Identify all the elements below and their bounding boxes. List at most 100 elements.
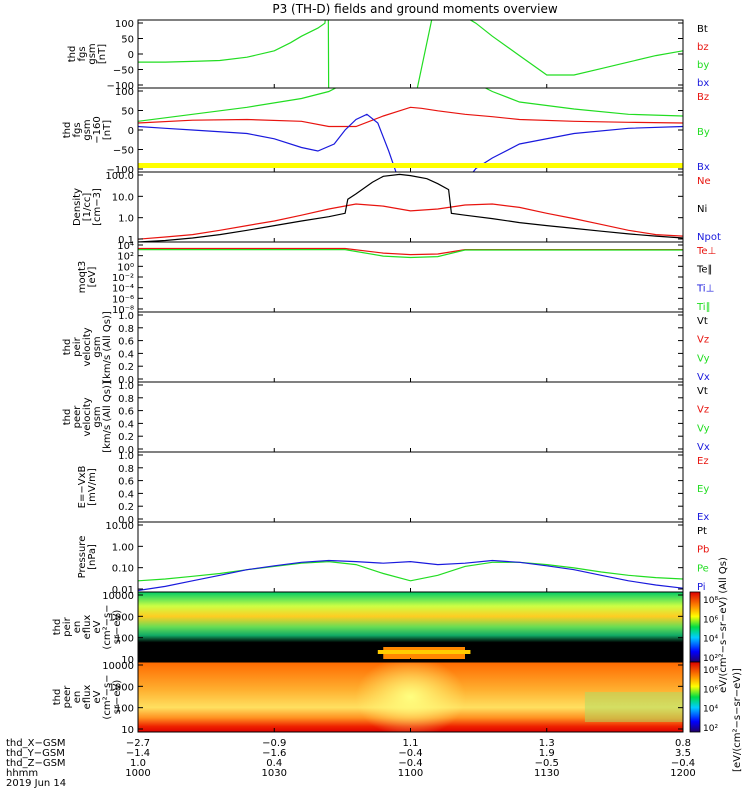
y-tick-label: 0.0 [118,445,134,456]
y-axis-label: Pressure[nPa] [77,536,98,579]
y-tick-label: 0.6 [118,337,134,348]
x-axis-value: 1.9 [539,748,555,759]
colorbar-strip [689,591,701,663]
y-tick-label: 0 [128,50,134,61]
y-axis-label: thdpeirvelocitygsm[km/s (All Qs)] [62,311,113,383]
x-axis-value: −0.4 [671,758,695,769]
y-tick-label: −100 [107,81,134,92]
colorbar-tick-label: 10⁶ [703,685,718,695]
y-tick-label: 1.0 [118,381,134,392]
y-tick-label: 100 [115,87,134,98]
y-tick-label: 10000 [102,591,134,602]
x-axis-value: 1.3 [539,738,555,749]
x-axis-value: −0.9 [262,738,286,749]
y-tick-label: 100 [115,19,134,30]
y-tick-label: 10² [117,252,134,263]
panel-frame [137,381,684,453]
y-tick-label: 10⁻⁸ [112,305,134,316]
y-tick-label: 10 [121,725,134,736]
y-axis-label: thdpeirenefluxeV(cm²−s−sr−eV) [52,604,123,649]
y-tick-label: 100 [115,704,134,715]
y-axis-label: Density[1/cc][cm−3] [72,188,103,226]
y-tick-label: 0.01 [112,585,134,596]
y-tick-label: 0.6 [118,407,134,418]
x-axis-value: 0.8 [675,738,691,749]
x-axis-row-label: thd_X−GSM [6,738,66,749]
series-Bx [138,113,683,172]
panel-frame [137,241,684,313]
legend-Ti⊥: Ti⊥ [696,283,714,294]
y-tick-label: 0.0 [118,375,134,386]
y-tick-label: 10⁻⁴ [112,284,134,295]
y-axis-label: E=−VxB[mV/m] [77,466,98,509]
colorbar-tick-label: 10² [703,654,718,664]
series-by [138,20,683,88]
x-axis-row-label: thd_Z−GSM [6,758,66,769]
legend-Vz: Vz [697,335,709,346]
x-axis-value: 1.1 [403,738,419,749]
y-tick-label: 1.00 [112,542,134,553]
colorbar-label: eV/(cm²−s−sr−eV) (All Qs) [718,557,729,693]
figure-title: P3 (TH-D) fields and ground moments over… [272,2,557,16]
y-tick-label: 0.1 [118,235,134,246]
y-tick-label: −50 [113,146,134,157]
legend-Pe: Pe [697,563,709,574]
legend-Te∥: Te∥ [696,265,713,276]
legend-Bx: Bx [697,162,710,173]
y-tick-label: 1000 [109,612,134,623]
panel-peir_eflux: 10⁸ 10⁶ 10⁴ 10² 10000 1000 100 10 thdpeireneflux… [52,591,718,666]
y-tick-label: 0.2 [118,502,134,513]
x-axis-value: 1000 [125,768,150,779]
panel-efield: Ez Ey Ex 1.0 0.8 0.60.4 0.2 0.0 E=−VxB[mV/m] [77,451,709,526]
date-label: 2019 Jun 14 [6,778,66,789]
y-tick-label: 10⁻⁶ [112,294,134,305]
y-tick-label: 100 [115,634,134,645]
legend-Vy: Vy [697,353,710,364]
spectrogram-feature [355,662,466,732]
panel-frame [137,19,684,89]
legend-Vt: Vt [697,316,708,327]
legend-Ez: Ez [697,456,709,467]
y-tick-label: 0.4 [118,489,134,500]
y-tick-label: 0.10 [112,564,134,575]
series-Ni [138,173,683,242]
legend-Ti∥: Ti∥ [696,302,711,313]
panel-pressure: Pt Pb Pe Pi 10.00 1.00 0.10 0.01 Pressure[nPa] [77,521,709,596]
series-Bz [138,106,683,128]
y-tick-label: 0.8 [118,464,134,475]
panel-frame [137,87,684,173]
colorbar-peir_eflux: 10⁸ 10⁶ 10⁴ 10² [689,591,718,664]
series-By [138,88,683,122]
y-tick-label: 10.0 [112,192,134,203]
colorbar-tick-label: 10⁸ [703,666,718,676]
spectrogram-feature [584,692,683,722]
y-axis-label: thdfgsgsm[nT] [67,43,108,64]
y-tick-label: 10⁰ [117,262,134,273]
y-tick-label: 100.0 [105,171,134,182]
y-tick-label: 1000 [109,682,134,693]
panel-fgs_gsm: Bz By Bx 100 50 0 −50 −100 thdfgsgsm−160[nT] [62,87,710,176]
y-tick-label: 0.4 [118,349,134,360]
x-axis-value: 1100 [398,768,423,779]
y-tick-label: 1.0 [118,214,134,225]
y-tick-label: 10⁴ [117,241,134,252]
x-axis-value: −2.7 [126,738,150,749]
legend-Vx: Vx [697,372,710,383]
legend-bz: bz [697,42,709,53]
panel-peir_velocity: Vt Vz Vy Vx 1.0 0.8 0.60.4 0.2 0.0 thdpeirvelocit… [62,311,710,386]
x-axis-value: 0.4 [266,758,282,769]
legend-Pb: Pb [697,545,709,556]
y-tick-label: 0.8 [118,324,134,335]
legend-Bt: Bt [697,24,708,35]
colorbar-tick-label: 10² [703,724,718,734]
series-Pi [138,559,683,592]
x-axis-value: 1030 [262,768,287,779]
panel-density: Ne Ni Npot 100.0 10.0 1.0 0.1 Density[1/cc][cm−… [72,171,721,246]
colorbar-peer_eflux: 10⁸ 10⁶ 10⁴ 10² [689,661,718,734]
y-tick-label: 10 [121,655,134,666]
legend-Ex: Ex [697,512,709,523]
x-axis-value: −0.5 [535,758,559,769]
legend-Ne: Ne [697,176,711,187]
